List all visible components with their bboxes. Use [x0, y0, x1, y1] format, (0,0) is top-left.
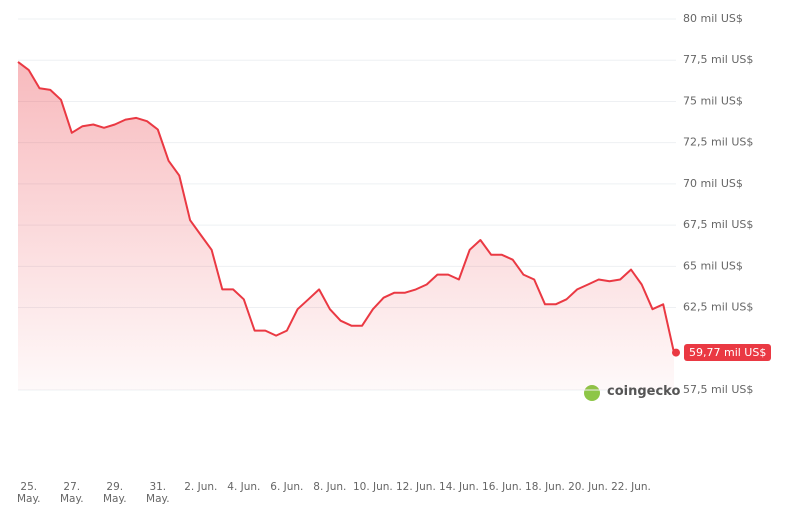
x-tick-label: 18. Jun. [525, 481, 565, 493]
y-tick-label: 57,5 mil US$ [683, 383, 753, 396]
x-tick-label: 29. May. [103, 481, 127, 505]
y-tick-label: 62,5 mil US$ [683, 301, 753, 314]
x-tick-label: 6. Jun. [270, 481, 304, 493]
last-point [672, 348, 680, 357]
y-tick-label: 75 mil US$ [683, 94, 743, 107]
y-tick-label: 67,5 mil US$ [683, 218, 753, 231]
x-tick-label: 8. Jun. [313, 481, 347, 493]
x-tick-label: 27. May. [59, 481, 84, 505]
y-tick-label: 65 mil US$ [683, 259, 743, 272]
x-tick-label: 2. Jun. [184, 481, 218, 493]
x-tick-label: 12. Jun. [396, 481, 436, 493]
price-area [18, 61, 674, 391]
x-tick-label: 22. Jun. [611, 481, 651, 493]
price-line [17, 61, 675, 353]
y-tick-label: 72,5 mil US$ [683, 136, 753, 149]
x-tick-label: 31. May. [146, 481, 170, 505]
x-tick-label: 14. Jun. [439, 481, 479, 493]
x-tick-label: 16. Jun. [482, 481, 522, 493]
y-tick-label: 70 mil US$ [683, 177, 743, 190]
y-tick-label: 77,5 mil US$ [683, 53, 753, 66]
x-tick-label: 10. Jun. [352, 481, 393, 493]
x-tick-label: 4. Jun. [227, 481, 261, 493]
last-value-label: 59,77 mil US$ [684, 343, 772, 361]
watermark: coingecko [607, 384, 681, 399]
y-tick-label: 80 mil US$ [683, 12, 743, 25]
x-tick-label: 25. May. [16, 481, 41, 505]
x-tick-label: 20. Jun. [568, 481, 608, 493]
